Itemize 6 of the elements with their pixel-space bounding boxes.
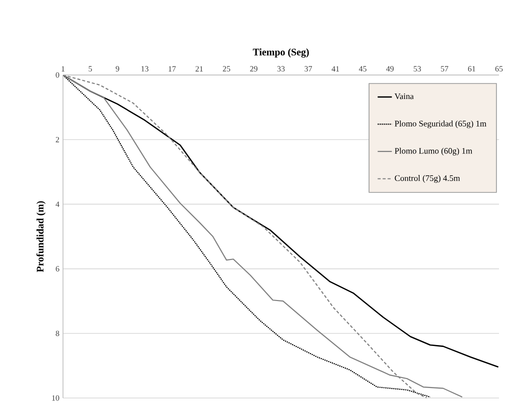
legend-label: Control (75g) 4.5m	[394, 175, 460, 183]
y-axis-title: Profundidad (m)	[36, 201, 46, 272]
legend-label: Plomo Seguridad (65g) 1m	[394, 120, 486, 128]
legend-label: Plomo Lumo (60g) 1m	[394, 148, 472, 156]
legend-label: Vaina	[394, 93, 414, 100]
x-axis-title: Tiempo (Seg)	[252, 48, 309, 58]
